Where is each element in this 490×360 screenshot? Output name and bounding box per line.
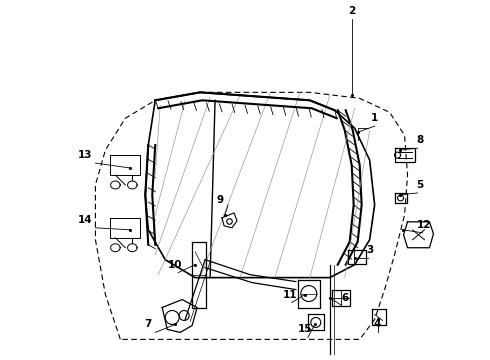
Text: 9: 9 [217,195,223,205]
Text: 8: 8 [416,135,423,145]
Text: 13: 13 [78,150,93,160]
Text: 11: 11 [283,289,297,300]
Text: 3: 3 [366,245,373,255]
Text: 2: 2 [348,6,355,15]
Text: 1: 1 [371,113,378,123]
Text: 15: 15 [297,324,312,334]
Text: 7: 7 [145,319,152,329]
Text: 5: 5 [416,180,423,190]
Text: 6: 6 [341,293,348,302]
Text: 4: 4 [374,319,381,329]
Text: 12: 12 [417,220,432,230]
Text: 10: 10 [168,260,182,270]
Text: 14: 14 [78,215,93,225]
